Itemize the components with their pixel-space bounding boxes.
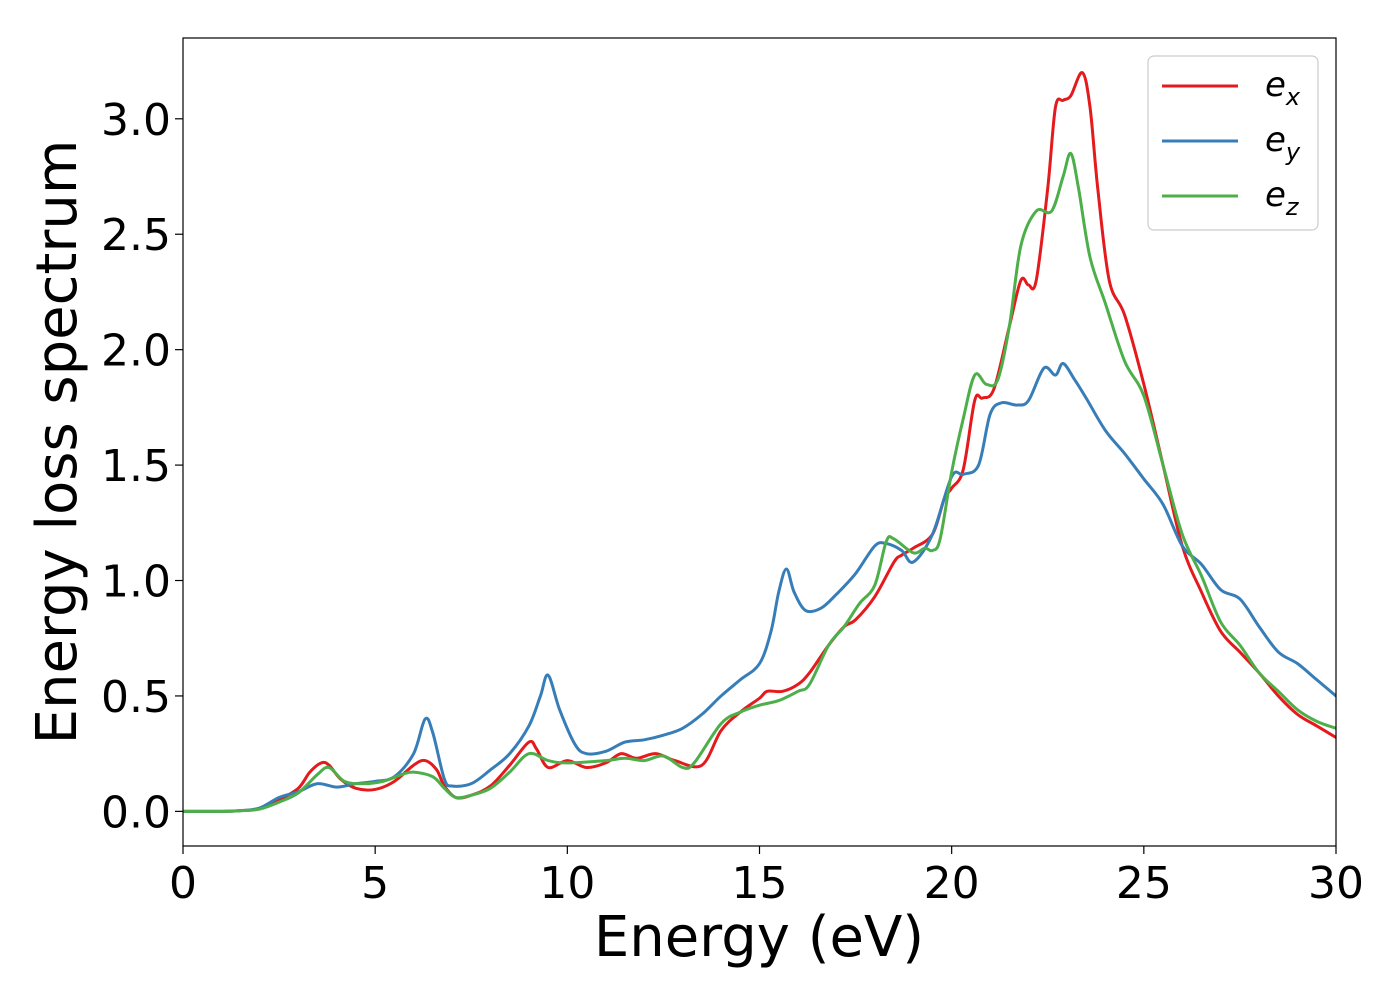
x-axis: 0 5 10 15 20 25 30 [169, 846, 1364, 909]
legend-box [1147, 55, 1319, 231]
y-tick-label: 0.5 [101, 672, 171, 723]
legend-label-ez: ez [1265, 175, 1300, 221]
y-tick-label: 0.0 [101, 787, 171, 838]
x-tick-label: 10 [539, 858, 595, 909]
legend-label-main: e [1265, 175, 1286, 215]
legend-label-subscript: x [1285, 83, 1301, 111]
x-tick-label: 20 [924, 858, 980, 909]
legend-label-subscript: y [1285, 138, 1301, 166]
y-axis: 0.0 0.5 1.0 1.5 2.0 2.5 3.0 [101, 95, 183, 838]
x-tick-label: 5 [361, 858, 389, 909]
y-axis-title: Energy loss spectrum [25, 140, 90, 745]
legend-label-ex: ex [1265, 65, 1301, 111]
legend-label-main: e [1265, 120, 1286, 160]
y-tick-label: 1.0 [101, 557, 171, 608]
x-tick-label: 15 [732, 858, 788, 909]
legend-label-ey: ey [1265, 120, 1301, 166]
y-tick-label: 2.5 [101, 210, 171, 261]
x-tick-label: 30 [1308, 858, 1364, 909]
y-tick-label: 1.5 [101, 441, 171, 492]
series-line-ey [183, 362, 1336, 813]
series-line-ez [183, 151, 1336, 813]
legend-label-subscript: z [1285, 193, 1300, 221]
x-axis-title: Energy (eV) [594, 905, 924, 970]
y-tick-label: 2.0 [101, 326, 171, 377]
y-tick-label: 3.0 [101, 95, 171, 146]
x-tick-label: 0 [169, 858, 197, 909]
x-tick-label: 25 [1116, 858, 1172, 909]
legend-label-main: e [1265, 65, 1286, 105]
